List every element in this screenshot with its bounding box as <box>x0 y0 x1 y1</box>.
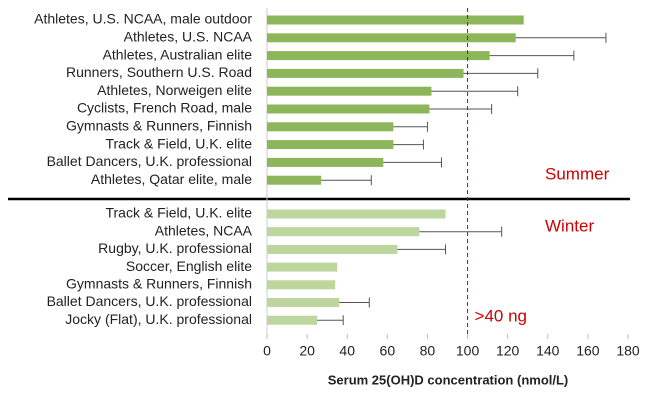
bar <box>267 157 384 167</box>
x-axis-title: Serum 25(OH)D concentration (nmol/L) <box>328 372 569 387</box>
y-tick-label: Athletes, Australian elite <box>103 46 253 62</box>
bar <box>267 140 394 150</box>
group-label: Winter <box>545 216 594 235</box>
x-tick-label: 80 <box>420 343 436 359</box>
y-tick-label: Athletes, Norweigen elite <box>97 82 252 98</box>
bar <box>267 68 464 78</box>
y-tick-label: Cyclists, French Road, male <box>77 100 252 116</box>
bar <box>267 298 340 307</box>
bar <box>267 86 432 96</box>
y-tick-label: Jocky (Flat), U.K. professional <box>65 311 252 327</box>
x-tick-label: 40 <box>339 343 355 359</box>
bar <box>267 33 516 43</box>
bar <box>267 122 394 132</box>
y-tick-label: Soccer, English elite <box>126 258 252 274</box>
bar <box>267 227 420 237</box>
bar <box>267 209 446 219</box>
reference-label: >40 ng <box>475 306 527 325</box>
y-tick-label: Ballet Dancers, U.K. professional <box>47 293 252 309</box>
y-tick-label: Gymnasts & Runners, Finnish <box>66 276 252 292</box>
x-tick-label: 20 <box>299 343 315 359</box>
bar <box>267 104 430 114</box>
x-tick-label: 0 <box>263 343 271 359</box>
x-tick-label: 160 <box>576 343 600 359</box>
x-tick-label: 180 <box>616 343 640 359</box>
y-tick-label: Rugby, U.K. professional <box>98 240 252 256</box>
group-label: Summer <box>545 164 610 183</box>
y-tick-label: Gymnasts & Runners, Finnish <box>66 118 252 134</box>
x-tick-label: 120 <box>496 343 520 359</box>
y-tick-label: Athletes, NCAA <box>155 222 253 238</box>
y-tick-label: Runners, Southern U.S. Road <box>66 64 252 80</box>
bar <box>267 315 318 325</box>
bar <box>267 51 490 61</box>
y-tick-label: Athletes, Qatar elite, male <box>91 171 252 187</box>
x-tick-label: 140 <box>536 343 560 359</box>
y-tick-label: Ballet Dancers, U.K. professional <box>47 153 252 169</box>
y-tick-label: Track & Field, U.K. elite <box>105 135 252 151</box>
x-tick-label: 100 <box>456 343 480 359</box>
x-tick-label: 60 <box>380 343 396 359</box>
y-tick-label: Athletes, U.S. NCAA <box>124 29 253 45</box>
bar <box>267 175 322 185</box>
y-tick-label: Track & Field, U.K. elite <box>105 205 252 221</box>
bar <box>267 244 398 254</box>
bar <box>267 280 336 290</box>
bar <box>267 15 524 25</box>
bar <box>267 262 338 272</box>
y-tick-label: Athletes, U.S. NCAA, male outdoor <box>34 11 252 27</box>
